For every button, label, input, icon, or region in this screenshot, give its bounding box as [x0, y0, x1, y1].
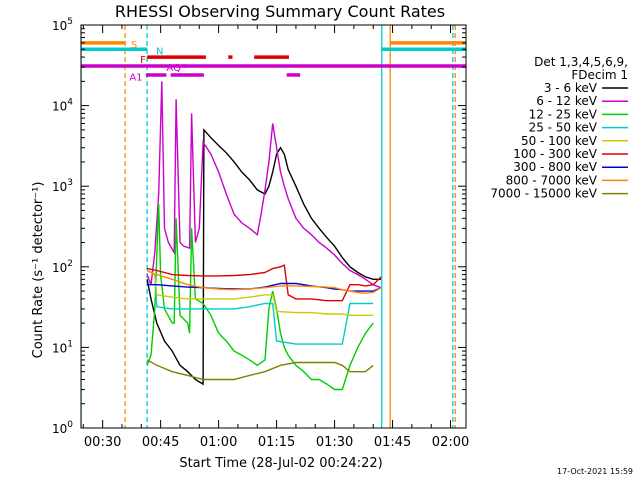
series-line-5 [146, 264, 382, 302]
legend-label-8: 7000 - 15000 keV [490, 187, 597, 201]
series-line-8 [146, 359, 374, 381]
legend-label-6: 300 - 800 keV [513, 160, 597, 174]
legend-label-0: 3 - 6 keV [544, 81, 598, 95]
x-tick-label-3: 01:15 [258, 435, 295, 450]
y-axis-label: Count Rate (s⁻¹ detector⁻¹) [31, 182, 46, 359]
flag-label-4: A1 [129, 72, 142, 83]
plot-frame [80, 24, 467, 429]
x-tick-label-1: 00:45 [142, 435, 179, 450]
x-tick-label-5: 01:45 [374, 435, 411, 450]
legend-header-line-1: FDecim 1 [571, 68, 628, 82]
series-line-3 [146, 269, 374, 345]
flag-label-3: AQ [166, 63, 181, 74]
series-group [146, 81, 382, 391]
flag-label-1: N [156, 47, 163, 58]
series-line-1 [146, 81, 382, 289]
series-line-4 [146, 269, 374, 316]
series-line-2 [146, 204, 374, 391]
y-tick-label-2: 102 [52, 259, 73, 275]
legend-label-7: 800 - 7000 keV [506, 173, 598, 187]
legend-label-1: 6 - 12 keV [536, 94, 598, 108]
y-tick-label-1: 101 [52, 339, 73, 355]
footer-date: 17-Oct-2021 15:59 [557, 467, 633, 476]
x-axis-label: Start Time (28-Jul-02 00:24:22) [179, 456, 382, 471]
x-tick-label-4: 01:30 [316, 435, 353, 450]
x-tick-label-6: 02:00 [432, 435, 469, 450]
flag-label-0: S [131, 40, 137, 51]
legend-label-5: 100 - 300 keV [513, 147, 597, 161]
series-line-6 [147, 282, 382, 292]
flag-label-2: F [140, 55, 146, 66]
axes: 00:30 00:45 01:00 01:15 01:30 01:45 02:00 100 10… [52, 17, 469, 450]
y-tick-label-4: 104 [52, 98, 73, 114]
series-line-7 [146, 269, 382, 294]
y-tick-label-3: 103 [52, 178, 73, 194]
legend-label-3: 25 - 50 keV [529, 121, 598, 135]
observing-flags [81, 41, 466, 77]
x-tick-label-2: 01:00 [200, 435, 237, 450]
series-line-0 [146, 128, 381, 386]
legend-header-line-0: Det 1,3,4,5,6,9, [534, 55, 628, 69]
legend-label-2: 12 - 25 keV [529, 107, 598, 121]
mode-transition-lines [81, 25, 456, 428]
y-tick-label-0: 100 [52, 420, 73, 436]
x-tick-label-0: 00:30 [84, 435, 121, 450]
chart-title: RHESSI Observing Summary Count Rates [115, 2, 445, 21]
y-tick-label-5: 105 [52, 17, 73, 33]
legend-label-4: 50 - 100 keV [521, 134, 598, 148]
